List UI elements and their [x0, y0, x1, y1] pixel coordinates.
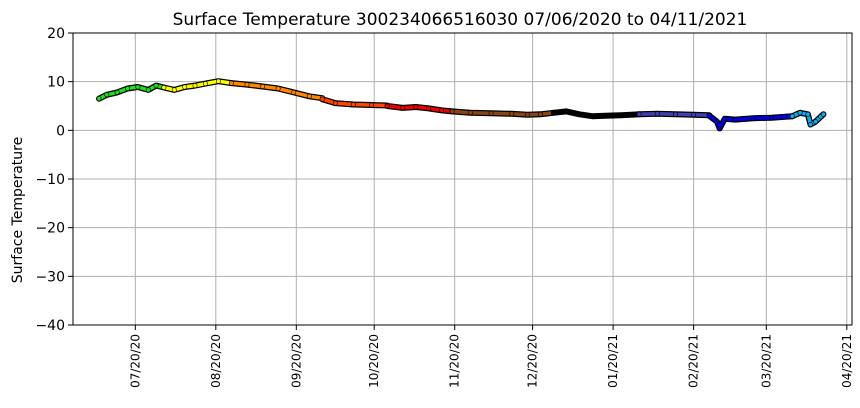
data-point [350, 102, 356, 108]
data-point [550, 110, 556, 116]
data-point [654, 111, 660, 117]
y-tick-label: 20 [47, 26, 65, 42]
data-point [509, 111, 515, 117]
data-point [488, 110, 494, 116]
data-point [524, 112, 530, 118]
data-point [125, 86, 131, 92]
data-point [813, 119, 819, 125]
data-point [672, 111, 678, 117]
data-point [153, 83, 159, 89]
data-point [563, 108, 569, 114]
data-point [805, 111, 811, 117]
data-point [306, 93, 312, 99]
x-tick-label: 03/20/21 [759, 334, 773, 388]
data-point [768, 115, 774, 121]
data-point [260, 84, 266, 90]
data-point [439, 107, 445, 113]
data-point [789, 113, 795, 119]
data-point [400, 105, 406, 111]
series-group [228, 80, 325, 101]
data-point [369, 102, 375, 108]
x-tick-label: 12/20/20 [526, 334, 540, 388]
x-tick-label: 10/20/20 [367, 334, 381, 388]
x-tick-label: 07/20/20 [128, 334, 142, 388]
data-point [332, 100, 338, 106]
data-point [537, 111, 543, 117]
data-series [96, 78, 827, 132]
axis-ticks: −40 −30 −20 −10 0 10 20 07/20/20 08/20/20 09/20/2… [35, 26, 853, 388]
data-point [807, 122, 813, 128]
x-tick-label: 11/20/20 [448, 334, 462, 388]
data-point [96, 96, 102, 102]
series-group [161, 78, 234, 93]
y-axis-label: Surface Temperature [10, 137, 26, 283]
grid-lines [73, 32, 852, 326]
data-point [691, 112, 697, 118]
data-point [706, 113, 712, 119]
data-point [589, 113, 595, 119]
y-tick-label: −30 [35, 269, 65, 285]
data-point [244, 82, 250, 88]
data-point [161, 85, 167, 91]
data-point [182, 84, 188, 90]
data-point [104, 92, 110, 98]
data-point [714, 119, 720, 125]
y-tick-label: 10 [47, 75, 65, 91]
data-point [449, 108, 455, 114]
data-point [732, 117, 738, 123]
data-point [228, 80, 234, 86]
data-point [426, 105, 432, 111]
data-point [215, 78, 221, 84]
data-point [291, 89, 297, 95]
data-point [820, 111, 826, 117]
data-point [750, 115, 756, 121]
x-tick-label: 04/20/21 [840, 334, 854, 388]
y-tick-label: −20 [35, 221, 65, 237]
data-point [797, 110, 803, 116]
data-point [602, 113, 608, 119]
data-point [319, 96, 325, 102]
x-tick-label: 08/20/20 [209, 334, 223, 388]
x-tick-label: 01/20/21 [606, 334, 620, 388]
y-tick-label: 0 [56, 123, 65, 139]
y-tick-label: −10 [35, 172, 65, 188]
data-point [135, 84, 141, 90]
data-point [192, 83, 198, 89]
data-point [171, 87, 177, 93]
data-point [636, 111, 642, 117]
data-point [275, 86, 281, 92]
chart-title: Surface Temperature 300234066516030 07/0… [173, 10, 748, 30]
data-point [717, 125, 723, 131]
series-group [789, 110, 826, 128]
data-point [384, 103, 390, 109]
data-point [202, 81, 208, 87]
series-group [636, 111, 712, 118]
data-point [413, 104, 419, 110]
series-line [707, 113, 795, 131]
x-tick-label: 09/20/20 [289, 334, 303, 388]
data-point [467, 110, 473, 116]
data-point [618, 112, 624, 118]
data-point [145, 87, 151, 93]
data-point [114, 89, 120, 95]
data-point [722, 116, 728, 122]
x-tick-label: 02/20/21 [687, 334, 701, 388]
series-group [449, 108, 556, 118]
y-tick-label: −40 [35, 318, 65, 334]
data-point [576, 111, 582, 117]
